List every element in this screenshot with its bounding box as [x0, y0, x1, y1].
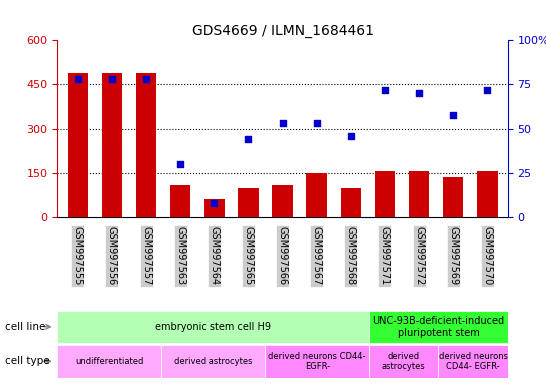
Text: undifferentiated: undifferentiated	[75, 357, 144, 366]
Text: derived astrocytes: derived astrocytes	[174, 357, 252, 366]
Bar	[170, 185, 191, 217]
Bar	[306, 173, 327, 217]
Bar	[68, 73, 88, 217]
Text: cell line: cell line	[5, 322, 46, 332]
Point	[312, 120, 321, 126]
Point	[278, 120, 287, 126]
Text: cell type: cell type	[5, 356, 50, 366]
Point	[381, 87, 389, 93]
Text: GSM997567: GSM997567	[312, 226, 322, 285]
Point	[210, 200, 218, 206]
Bar	[477, 171, 497, 217]
Bar	[443, 177, 464, 217]
Bar	[272, 185, 293, 217]
Bar	[369, 345, 438, 377]
Text: derived
astrocytes: derived astrocytes	[382, 352, 426, 371]
Text: GSM997569: GSM997569	[448, 226, 458, 285]
Point	[449, 111, 458, 118]
Text: ■: ■	[68, 383, 80, 384]
Bar	[409, 171, 429, 217]
Text: GSM997557: GSM997557	[141, 226, 151, 285]
Text: GSM997564: GSM997564	[209, 226, 219, 285]
Text: GSM997572: GSM997572	[414, 226, 424, 285]
Text: GSM997570: GSM997570	[482, 226, 492, 285]
Text: UNC-93B-deficient-induced
pluripotent stem: UNC-93B-deficient-induced pluripotent st…	[372, 316, 505, 338]
Title: GDS4669 / ILMN_1684461: GDS4669 / ILMN_1684461	[192, 24, 373, 38]
Point	[483, 87, 491, 93]
Text: GSM997568: GSM997568	[346, 226, 356, 285]
Text: embryonic stem cell H9: embryonic stem cell H9	[155, 322, 271, 332]
Bar	[57, 311, 369, 343]
Bar	[204, 199, 224, 217]
Text: GSM997566: GSM997566	[277, 226, 288, 285]
Text: derived neurons CD44-
EGFR-: derived neurons CD44- EGFR-	[269, 352, 366, 371]
Bar	[238, 187, 259, 217]
Text: GSM997556: GSM997556	[107, 226, 117, 285]
Point	[108, 76, 116, 82]
Bar	[57, 345, 161, 377]
Point	[415, 90, 424, 96]
Text: derived neurons
CD44- EGFR-: derived neurons CD44- EGFR-	[438, 352, 508, 371]
Bar	[341, 187, 361, 217]
Point	[346, 132, 355, 139]
Bar	[265, 345, 369, 377]
Bar	[369, 311, 508, 343]
Bar	[161, 345, 265, 377]
Point	[142, 76, 151, 82]
Text: GSM997571: GSM997571	[380, 226, 390, 285]
Bar	[438, 345, 508, 377]
Text: GSM997565: GSM997565	[244, 226, 253, 285]
Text: GSM997563: GSM997563	[175, 226, 185, 285]
Bar	[136, 73, 156, 217]
Point	[176, 161, 185, 167]
Point	[73, 76, 82, 82]
Bar	[102, 73, 122, 217]
Text: GSM997555: GSM997555	[73, 226, 83, 285]
Bar	[375, 171, 395, 217]
Point	[244, 136, 253, 142]
